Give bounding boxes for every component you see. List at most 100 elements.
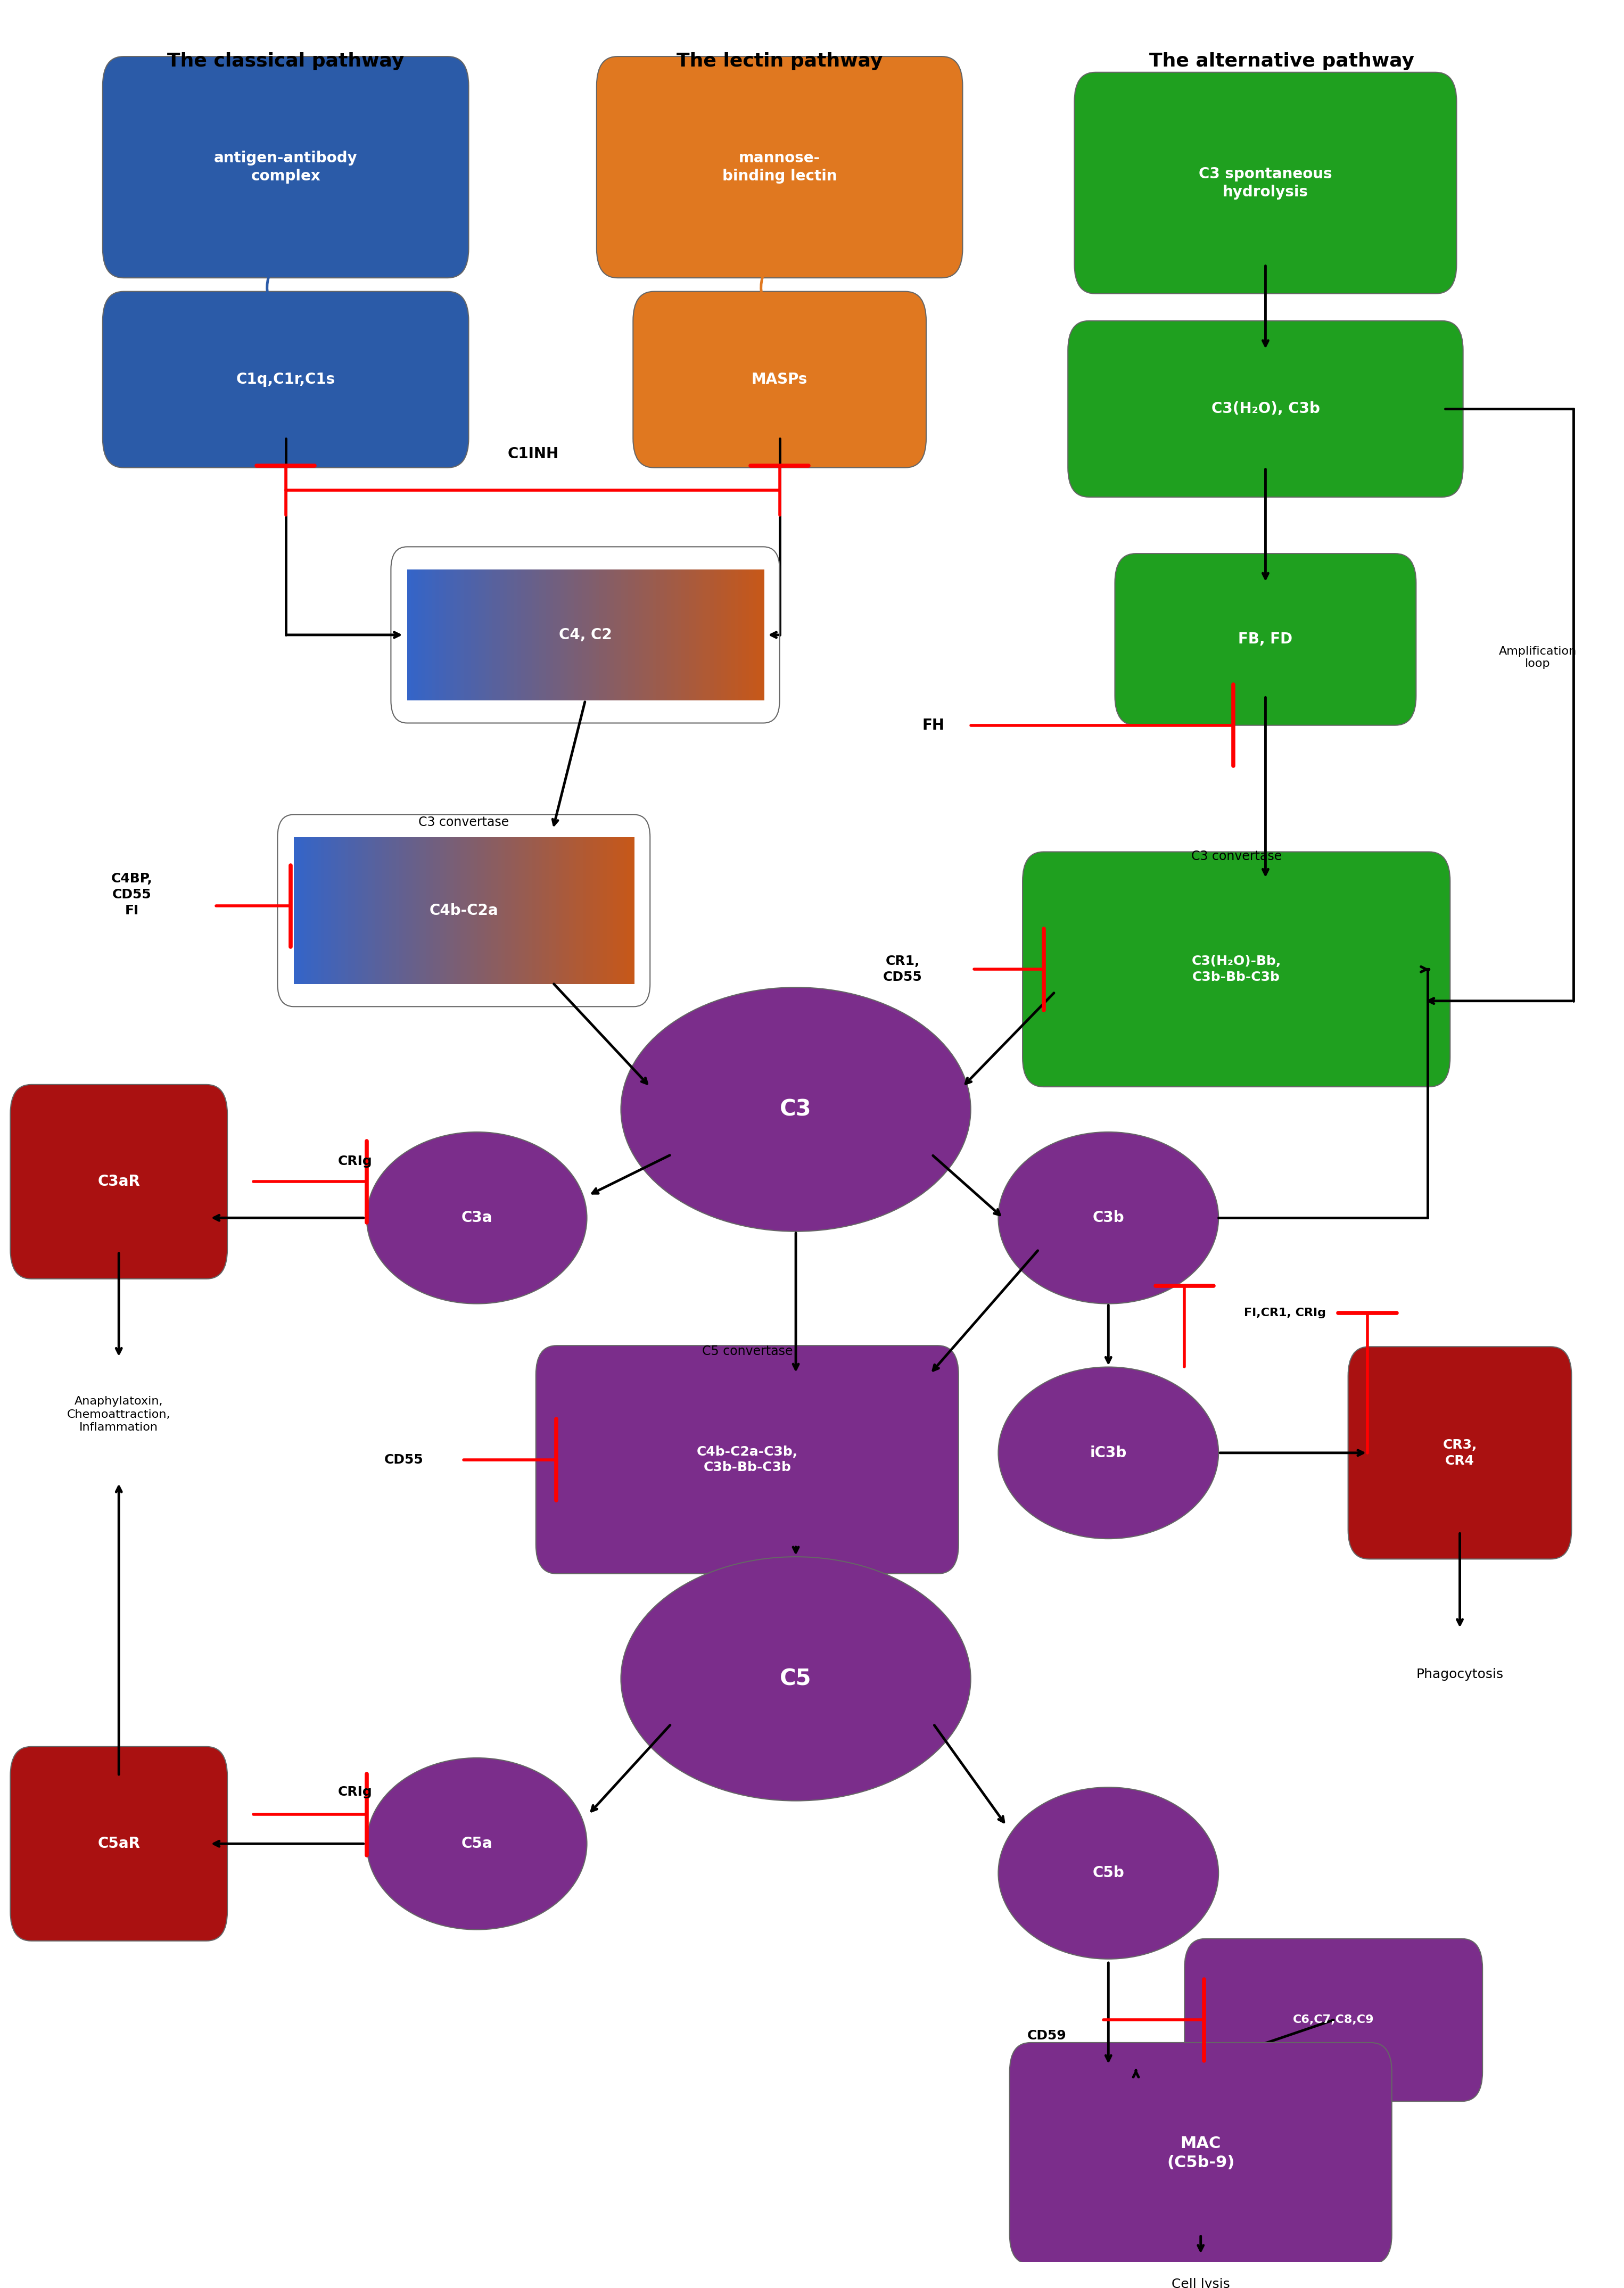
Text: antigen-antibody
complex: antigen-antibody complex	[214, 151, 357, 183]
FancyBboxPatch shape	[507, 570, 512, 700]
FancyBboxPatch shape	[695, 570, 700, 700]
FancyBboxPatch shape	[531, 837, 536, 984]
FancyBboxPatch shape	[580, 837, 583, 984]
FancyBboxPatch shape	[102, 291, 469, 467]
FancyBboxPatch shape	[430, 837, 434, 984]
FancyBboxPatch shape	[390, 837, 393, 984]
Text: C1INH: C1INH	[508, 446, 559, 462]
FancyBboxPatch shape	[682, 570, 685, 700]
FancyBboxPatch shape	[510, 570, 515, 700]
FancyBboxPatch shape	[369, 837, 374, 984]
FancyBboxPatch shape	[692, 570, 697, 700]
FancyBboxPatch shape	[294, 837, 297, 984]
FancyBboxPatch shape	[656, 570, 661, 700]
FancyBboxPatch shape	[443, 570, 447, 700]
FancyBboxPatch shape	[596, 57, 963, 277]
FancyBboxPatch shape	[710, 570, 715, 700]
Text: C4, C2: C4, C2	[559, 627, 612, 643]
Text: The lectin pathway: The lectin pathway	[677, 53, 883, 71]
FancyBboxPatch shape	[512, 837, 515, 984]
FancyBboxPatch shape	[494, 837, 499, 984]
FancyBboxPatch shape	[539, 570, 544, 700]
FancyBboxPatch shape	[573, 837, 577, 984]
FancyBboxPatch shape	[421, 570, 425, 700]
FancyBboxPatch shape	[1069, 320, 1463, 496]
FancyBboxPatch shape	[400, 837, 403, 984]
FancyBboxPatch shape	[724, 570, 729, 700]
FancyBboxPatch shape	[638, 570, 643, 700]
Text: C6,C7,C8,C9: C6,C7,C8,C9	[1293, 2016, 1374, 2025]
FancyBboxPatch shape	[409, 837, 414, 984]
Text: CR1,
CD55: CR1, CD55	[883, 954, 922, 984]
FancyBboxPatch shape	[307, 837, 312, 984]
FancyBboxPatch shape	[557, 570, 562, 700]
FancyBboxPatch shape	[1010, 2043, 1392, 2265]
FancyBboxPatch shape	[422, 837, 427, 984]
FancyBboxPatch shape	[1184, 1938, 1483, 2100]
FancyBboxPatch shape	[414, 570, 419, 700]
FancyBboxPatch shape	[528, 570, 533, 700]
FancyBboxPatch shape	[745, 570, 750, 700]
FancyBboxPatch shape	[596, 837, 601, 984]
FancyBboxPatch shape	[10, 1085, 227, 1279]
FancyBboxPatch shape	[300, 837, 305, 984]
FancyBboxPatch shape	[518, 837, 523, 984]
FancyBboxPatch shape	[667, 570, 672, 700]
FancyBboxPatch shape	[577, 837, 580, 984]
Text: C5a: C5a	[461, 1837, 492, 1851]
FancyBboxPatch shape	[549, 570, 554, 700]
FancyBboxPatch shape	[412, 837, 417, 984]
Ellipse shape	[367, 1757, 586, 1929]
Text: C3: C3	[780, 1098, 812, 1121]
Text: C3 convertase: C3 convertase	[419, 817, 508, 828]
FancyBboxPatch shape	[503, 570, 508, 700]
FancyBboxPatch shape	[632, 570, 637, 700]
FancyBboxPatch shape	[375, 837, 380, 984]
FancyBboxPatch shape	[102, 57, 469, 277]
FancyBboxPatch shape	[641, 570, 646, 700]
FancyBboxPatch shape	[539, 837, 542, 984]
FancyBboxPatch shape	[471, 837, 474, 984]
FancyBboxPatch shape	[581, 570, 586, 700]
FancyBboxPatch shape	[408, 570, 411, 700]
FancyBboxPatch shape	[760, 570, 765, 700]
FancyBboxPatch shape	[331, 837, 336, 984]
FancyBboxPatch shape	[703, 570, 706, 700]
FancyBboxPatch shape	[536, 570, 539, 700]
FancyBboxPatch shape	[1114, 554, 1416, 725]
FancyBboxPatch shape	[497, 570, 500, 700]
FancyBboxPatch shape	[752, 570, 757, 700]
FancyBboxPatch shape	[620, 837, 625, 984]
FancyBboxPatch shape	[572, 570, 575, 700]
FancyBboxPatch shape	[403, 837, 406, 984]
Text: The alternative pathway: The alternative pathway	[1150, 53, 1415, 71]
Ellipse shape	[620, 988, 971, 1231]
FancyBboxPatch shape	[396, 837, 400, 984]
Text: C4b-C2a-C3b,
C3b-Bb-C3b: C4b-C2a-C3b, C3b-Bb-C3b	[697, 1446, 797, 1473]
FancyBboxPatch shape	[528, 837, 533, 984]
Text: C4b-C2a: C4b-C2a	[429, 904, 499, 917]
FancyBboxPatch shape	[453, 837, 458, 984]
Text: mannose-
binding lectin: mannose- binding lectin	[723, 151, 836, 183]
Text: Cell lysis: Cell lysis	[1171, 2279, 1229, 2288]
FancyBboxPatch shape	[611, 570, 614, 700]
FancyBboxPatch shape	[617, 570, 622, 700]
FancyBboxPatch shape	[583, 837, 586, 984]
Text: C3a: C3a	[461, 1210, 492, 1226]
FancyBboxPatch shape	[477, 837, 482, 984]
FancyBboxPatch shape	[464, 837, 468, 984]
FancyBboxPatch shape	[521, 570, 526, 700]
FancyBboxPatch shape	[450, 837, 455, 984]
FancyBboxPatch shape	[555, 837, 560, 984]
FancyBboxPatch shape	[646, 570, 650, 700]
FancyBboxPatch shape	[549, 837, 554, 984]
FancyBboxPatch shape	[318, 837, 322, 984]
Text: C3 spontaneous
hydrolysis: C3 spontaneous hydrolysis	[1199, 167, 1332, 199]
Ellipse shape	[367, 1133, 586, 1304]
FancyBboxPatch shape	[674, 570, 679, 700]
FancyBboxPatch shape	[617, 837, 620, 984]
Text: C5aR: C5aR	[97, 1837, 140, 1851]
FancyBboxPatch shape	[456, 837, 461, 984]
Text: MASPs: MASPs	[752, 373, 807, 387]
FancyBboxPatch shape	[304, 837, 309, 984]
